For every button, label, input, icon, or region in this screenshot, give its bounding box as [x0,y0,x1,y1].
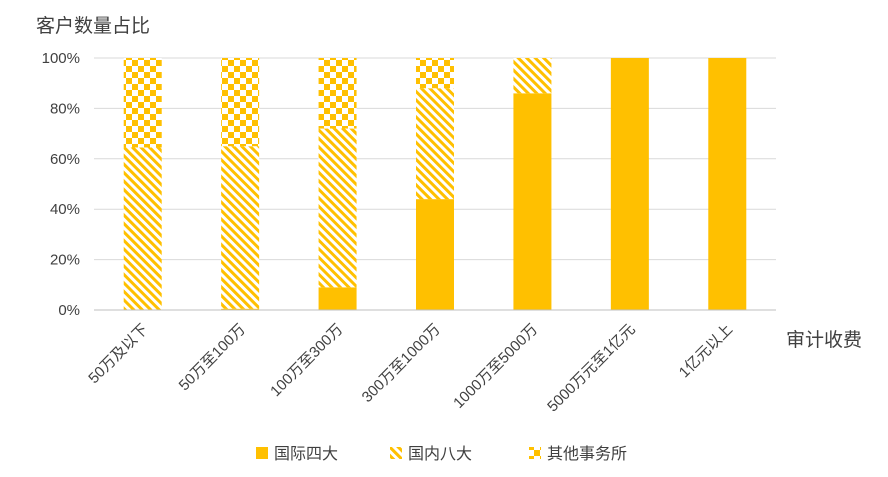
bar-segment [318,128,357,288]
bar-segment [123,58,162,148]
chart-title: 客户数量占比 [36,15,150,37]
x-category-label: 1000万至5000万 [450,321,541,412]
y-axis-ticks: 0% 20% 40% 60% 80% 100% [42,50,80,319]
legend-label: 国内八大 [408,445,472,463]
bars [123,58,747,310]
x-category-label: 50万及以下 [85,321,151,387]
x-category-label: 100万至300万 [267,321,346,400]
legend-label: 其他事务所 [547,445,627,463]
bar-segment [610,58,649,310]
bar-segment [221,146,260,309]
legend: 国际四大 国内八大 其他事务所 [256,445,627,463]
bar-segment [513,58,552,94]
legend-swatch [256,447,268,459]
bar-segment [416,58,454,89]
bar-segment [123,147,162,310]
bar-segment [221,308,260,310]
x-category-label: 50万至100万 [176,321,249,394]
legend-label: 国际四大 [274,445,338,463]
y-tick-label: 100% [42,50,80,67]
bar-segment [318,287,357,310]
y-tick-label: 80% [50,100,80,117]
bar-segment [318,58,357,129]
x-category-label: 1亿元以上 [676,321,736,381]
bar-segment [513,93,552,310]
y-tick-label: 0% [58,302,80,319]
x-category-label: 300万至1000万 [359,321,444,406]
y-tick-label: 40% [50,201,80,218]
bar-segment [708,58,747,310]
bar-segment [416,88,454,200]
x-axis-label: 审计收费 [786,329,862,351]
y-tick-label: 20% [50,252,80,269]
x-category-label: 5000万元至1亿元 [544,321,639,416]
x-axis-categories: 50万及以下 50万至100万 100万至300万 300万至1000万 1000万至5… [85,321,736,416]
bar-segment [221,58,260,147]
legend-swatch [390,447,402,459]
legend-swatch [529,447,541,459]
y-tick-label: 60% [50,151,80,168]
bar-segment [416,199,454,310]
